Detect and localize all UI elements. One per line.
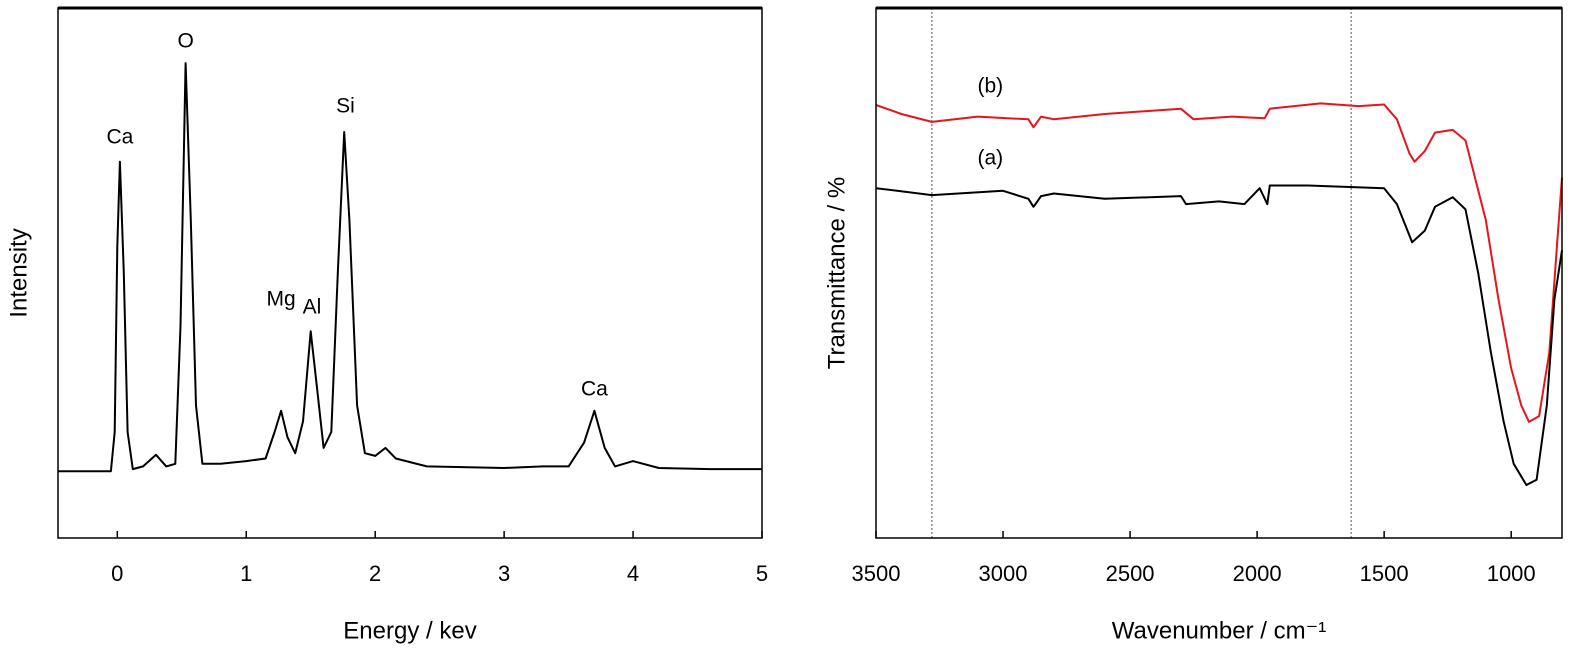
peak-label: Ca [581,378,608,401]
panel: Ca O Mg Al Si Ca 0 1 2 3 4 5 Energy / kev Intensity [5,6,768,644]
spectrum-line [875,102,1563,423]
x-tick-label: 2 [369,561,381,586]
x-tick-label: 5 [756,561,768,586]
x-tick-label: 3 [498,561,510,586]
peak-label: Si [336,95,355,118]
series-label: (a) [977,147,1003,170]
x-tick-label: 1500 [1360,561,1409,586]
x-axis-title: Wavenumber / cm⁻¹ [1112,617,1327,644]
x-tick-label: 3500 [852,561,901,586]
x-tick-label: 2000 [1233,561,1282,586]
y-axis-title: Intensity [5,228,32,317]
x-tick-label: 3000 [979,561,1028,586]
y-axis-title: Transmittance / % [823,177,850,370]
panel: (b) (a) 3500 3000 2500 2000 1500 1000 Wavenumber… [823,6,1563,644]
spectrum-line [58,62,762,473]
x-axis-title: Energy / kev [343,617,476,644]
series-label: (b) [977,75,1003,98]
spectrum-line [875,184,1563,486]
x-tick-label: 1000 [1487,561,1536,586]
peak-label: Al [303,296,322,319]
x-tick-label: 0 [111,561,123,586]
plot-frame [57,7,763,539]
peak-label: Ca [106,125,133,148]
x-tick-label: 4 [627,561,639,586]
x-tick-label: 2500 [1106,561,1155,586]
x-tick-label: 1 [240,561,252,586]
peak-label: Mg [266,288,295,311]
peak-label: O [177,29,193,52]
